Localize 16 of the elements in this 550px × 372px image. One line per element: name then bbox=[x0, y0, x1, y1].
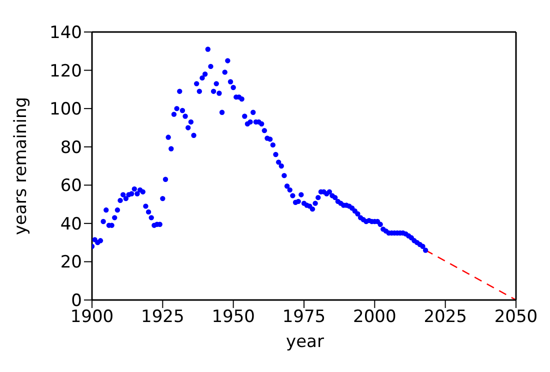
x-axis-title: year bbox=[285, 332, 325, 352]
y-tick-label: 140 bbox=[50, 23, 82, 44]
x-tick-label: 1925 bbox=[141, 307, 184, 328]
y-tick-label: 120 bbox=[50, 61, 82, 82]
y-tick-label: 60 bbox=[60, 176, 82, 196]
y-tick-label: 100 bbox=[50, 100, 82, 120]
y-tick-label: 80 bbox=[60, 138, 82, 158]
x-tick-label: 2050 bbox=[494, 307, 538, 328]
x-tick-label: 1975 bbox=[282, 307, 326, 328]
y-tick-label: 20 bbox=[60, 252, 82, 273]
y-tick-label: 40 bbox=[60, 214, 82, 234]
x-tick-label: 2025 bbox=[424, 307, 467, 328]
x-tick-label: 1950 bbox=[212, 307, 255, 328]
y-axis-title: years remaining bbox=[11, 96, 32, 236]
x-tick-label: 2000 bbox=[353, 307, 396, 328]
x-tick-label: 1900 bbox=[70, 307, 114, 328]
